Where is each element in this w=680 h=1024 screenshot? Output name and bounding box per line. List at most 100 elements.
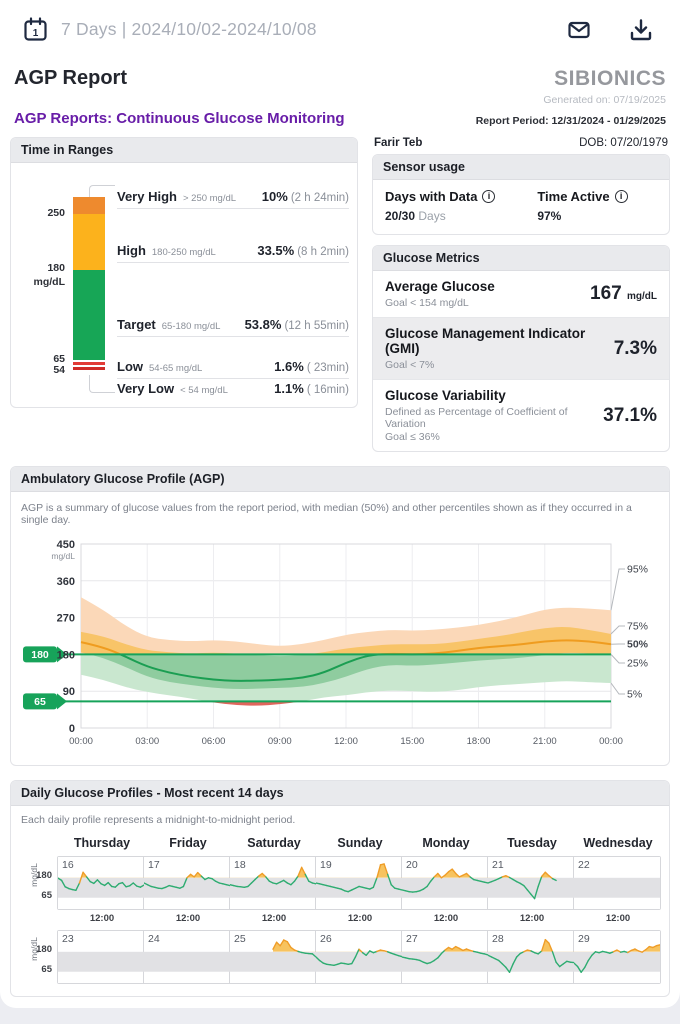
day-number: 18 — [234, 859, 246, 871]
download-report-button[interactable] — [628, 17, 654, 43]
metric-variability: Glucose Variability Defined as Percentag… — [373, 380, 669, 451]
days-with-data-label: Days with Data — [385, 189, 478, 204]
daily-axis-65: 65 — [41, 890, 52, 901]
svg-text:270: 270 — [57, 613, 75, 625]
range-bounds: 54-65 mg/dL — [149, 363, 203, 374]
weekday-label: Saturday — [247, 836, 301, 850]
day-number: 29 — [578, 933, 590, 945]
range-bounds: 65-180 mg/dL — [161, 321, 221, 332]
time-in-ranges-title: Time in Ranges — [11, 138, 357, 163]
range-duration: (12 h 55min) — [284, 320, 349, 332]
agp-panel: Ambulatory Glucose Profile (AGP) AGP is … — [10, 466, 670, 766]
daily-axis-65: 65 — [41, 964, 52, 975]
calendar-date-picker-button[interactable]: 1 — [22, 16, 49, 43]
weekday-label: Thursday — [73, 836, 131, 850]
daily-profile-day-25: 25 — [230, 931, 317, 983]
daily-time-ticks: 12:00 12:00 12:00 12:00 12:00 12:00 12:00 — [59, 910, 661, 928]
axis-180: 180 — [47, 262, 65, 274]
bar-segment-very-high — [73, 197, 105, 214]
time-active-value: 97% — [537, 209, 562, 223]
metric-goal: Goal < 154 mg/dL — [385, 297, 469, 309]
percentile-label-p50: 50% — [627, 639, 649, 651]
info-icon[interactable]: i — [482, 190, 496, 203]
day-number: 23 — [62, 933, 74, 945]
weekday-label: Tuesday — [507, 836, 557, 850]
axis-65: 65 — [53, 353, 65, 365]
glucose-metrics-title: Glucose Metrics — [373, 246, 669, 271]
daily-profile-day-29: 29 — [573, 931, 661, 983]
info-icon[interactable]: i — [614, 190, 628, 203]
noon-tick: 12:00 — [347, 913, 373, 924]
range-duration: ( 23min) — [306, 362, 349, 374]
range-row-very-low: Very Low < 54 mg/dL 1.1% ( 16min) — [117, 381, 349, 400]
weekday-label: Wednesday — [583, 836, 653, 850]
range-percent: 1.6% — [274, 359, 304, 374]
daily-profiles-panel: Daily Glucose Profiles - Most recent 14 … — [10, 780, 670, 997]
agp-title: Ambulatory Glucose Profile (AGP) — [11, 467, 669, 492]
daily-y-axis: mg/dL 180 65 — [19, 930, 57, 984]
range-row-low: Low 54-65 mg/dL 1.6% ( 23min) — [117, 359, 349, 379]
time-in-ranges-chart: 250 180 mg/dL 65 54 Very High > 250 mg/d… — [11, 163, 357, 407]
day-number: 24 — [148, 933, 160, 945]
metric-goal-2: Goal ≤ 36% — [385, 431, 440, 443]
noon-tick: 12:00 — [605, 913, 631, 924]
time-in-ranges-panel: Time in Ranges 250 180 mg/dL 65 54 Very … — [10, 137, 358, 408]
agp-percentile-chart: 180 65 450 360 270 180 90 0 mg/dL 00:00 03:00 06:00… — [23, 539, 649, 747]
day-number: 27 — [406, 933, 418, 945]
connector-very-low — [89, 375, 115, 393]
daily-profile-day-27: 27 — [401, 931, 489, 983]
range-label: Very High — [117, 189, 177, 204]
day-number: 26 — [320, 933, 332, 945]
sensor-usage-title: Sensor usage — [373, 155, 669, 180]
svg-text:mg/dL: mg/dL — [51, 551, 75, 561]
calendar-icon: 1 — [24, 17, 47, 41]
range-duration: ( 16min) — [306, 384, 349, 396]
noon-tick: 12:00 — [261, 913, 287, 924]
metric-value: 37.1% — [603, 404, 657, 426]
range-duration: (2 h 24min) — [290, 192, 349, 204]
report-period: Report Period: 12/31/2024 - 01/29/2025 — [475, 115, 666, 127]
bar-segment-low — [73, 362, 105, 366]
range-percent: 33.5% — [257, 243, 295, 258]
page-title: AGP Report — [14, 67, 127, 89]
day-number: 25 — [234, 933, 246, 945]
svg-text:1: 1 — [33, 28, 39, 39]
time-in-ranges-bar — [73, 197, 105, 371]
report-header: AGP Report SIBIONICS Generated on: 07/19… — [0, 51, 680, 127]
patient-dob: DOB: 07/20/1979 — [579, 137, 668, 149]
percentile-label-p25: 25% — [627, 658, 648, 670]
noon-tick: 12:00 — [519, 913, 545, 924]
time-active-label: Time Active — [537, 189, 610, 204]
bar-segment-very-low — [73, 367, 105, 371]
weekday-label: Friday — [169, 836, 207, 850]
svg-text:00:00: 00:00 — [599, 736, 623, 747]
metric-goal: Defined as Percentage of Coefficient of … — [385, 406, 568, 430]
metric-average-glucose: Average Glucose Goal < 154 mg/dL 167 mg/… — [373, 271, 669, 318]
range-bounds: < 54 mg/dL — [180, 385, 228, 396]
daily-profile-day-28: 28 — [487, 931, 575, 983]
svg-text:360: 360 — [57, 576, 75, 588]
range-percent: 10% — [261, 189, 288, 204]
svg-text:65: 65 — [34, 696, 46, 708]
metric-goal: Goal < 7% — [385, 359, 435, 371]
share-email-button[interactable] — [566, 17, 592, 43]
range-bounds: > 250 mg/dL — [182, 193, 237, 204]
daily-profile-day-19: 19 — [315, 857, 403, 909]
daily-axis-180: 180 — [36, 870, 52, 881]
patient-row: Farir Teb DOB: 07/20/1979 — [372, 137, 670, 154]
percentile-label-p75: 75% — [627, 621, 648, 633]
daily-row-2: mg/dL 180 65 23 24 25 26 27 28 29 — [19, 930, 661, 984]
days-with-data-unit: Days — [418, 209, 446, 223]
svg-text:0: 0 — [69, 723, 75, 735]
days-with-data-value: 20/30 — [385, 209, 416, 223]
noon-tick: 12:00 — [433, 913, 459, 924]
daily-profiles-title: Daily Glucose Profiles - Most recent 14 … — [11, 781, 669, 806]
day-number: 19 — [320, 859, 332, 871]
day-number: 28 — [492, 933, 504, 945]
daily-profile-day-22: 22 — [574, 857, 660, 909]
range-row-high: High 180-250 mg/dL 33.5% (8 h 2min) — [117, 243, 349, 263]
svg-text:18:00: 18:00 — [467, 736, 491, 747]
bar-segment-target — [73, 270, 105, 361]
target-badge-180: 180 — [23, 646, 67, 663]
